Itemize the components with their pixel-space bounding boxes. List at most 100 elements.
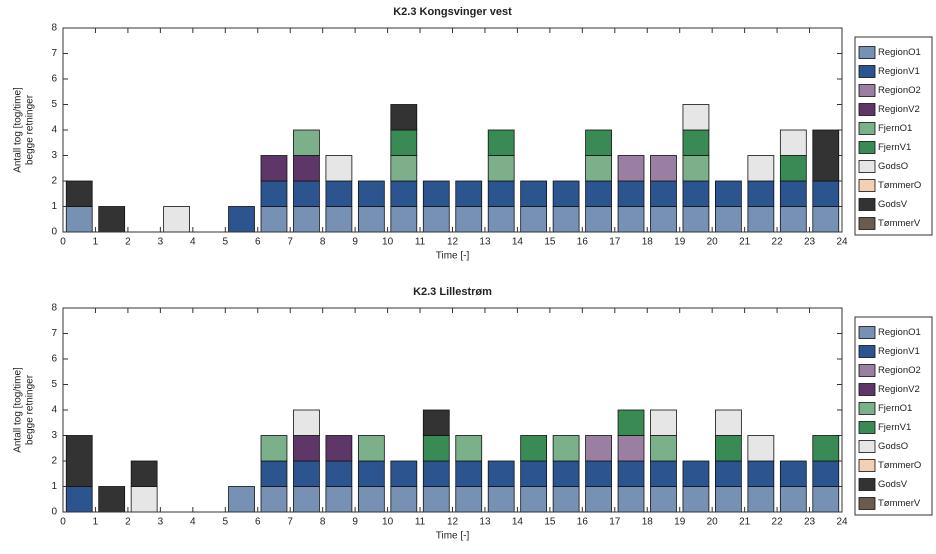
bar-segment [357, 180, 385, 207]
chart-title: K2.3 Kongsvinger vest [393, 6, 512, 18]
legend-label: GodsO [878, 441, 908, 452]
x-tick-label: 1 [93, 237, 99, 248]
x-tick-label: 20 [707, 517, 719, 528]
bar-segment [390, 180, 418, 207]
bar-segment [293, 155, 320, 182]
x-tick-label: 23 [804, 237, 816, 248]
x-tick-label: 20 [707, 237, 719, 248]
y-tick-label: 7 [51, 328, 57, 339]
legend-swatch [858, 122, 876, 135]
bar-segment [682, 486, 710, 513]
x-tick-label: 13 [479, 517, 491, 528]
legend-label: TømmerO [878, 460, 921, 471]
bar-segment [357, 435, 385, 462]
x-tick-label: 12 [447, 237, 459, 248]
bar-segment [779, 486, 807, 513]
bar-segment [812, 206, 840, 233]
bar-segment [98, 206, 126, 233]
bar-segment [747, 180, 775, 207]
bar-segment [812, 435, 840, 462]
bar-segment [715, 435, 742, 462]
bar-segment [715, 486, 742, 513]
bar-segment [682, 206, 710, 233]
bar-segment [650, 435, 677, 462]
bar-segment [487, 460, 515, 487]
bar-segment [293, 486, 320, 513]
bar-segment [585, 155, 612, 182]
bar-segment [390, 206, 418, 233]
legend-label: RegionO2 [878, 365, 921, 376]
bar-segment [715, 180, 742, 207]
x-tick-label: 9 [352, 237, 358, 248]
bar-segment [747, 155, 775, 182]
legend-label: GodsV [878, 199, 908, 210]
bar-segment [228, 486, 255, 513]
bar-segment [617, 155, 645, 182]
x-tick-label: 14 [512, 517, 524, 528]
legend-swatch [858, 103, 876, 116]
y-axis-label: Antall tog [tog/time] [13, 367, 24, 453]
bar-segment [422, 409, 450, 436]
x-tick-label: 24 [836, 517, 848, 528]
y-tick-label: 1 [51, 481, 57, 492]
bar-segment [585, 486, 612, 513]
bar-segment [422, 486, 450, 513]
bar-segment [130, 486, 158, 513]
bar-segment [812, 180, 840, 207]
bar-segment [65, 486, 93, 513]
x-tick-label: 18 [642, 517, 654, 528]
bar-segment [325, 180, 353, 207]
bar-segment [455, 206, 483, 233]
legend-swatch [858, 179, 876, 192]
x-tick-label: 5 [223, 237, 229, 248]
x-tick-label: 15 [544, 517, 556, 528]
y-tick-label: 4 [51, 405, 57, 416]
y-tick-label: 2 [51, 456, 57, 467]
x-tick-label: 0 [60, 237, 66, 248]
legend-label: FjernV1 [878, 422, 911, 433]
bar-segment [650, 206, 677, 233]
y-tick-label: 5 [51, 99, 57, 110]
x-tick-label: 7 [287, 517, 293, 528]
x-tick-label: 7 [287, 237, 293, 248]
bar-segment [552, 486, 580, 513]
bar-segment [325, 486, 353, 513]
legend-swatch [858, 478, 876, 491]
y-tick-label: 6 [51, 354, 57, 365]
x-axis-label: Time [-] [436, 531, 470, 542]
plot-area [63, 308, 842, 512]
legend-swatch [858, 402, 876, 415]
x-tick-label: 16 [577, 237, 589, 248]
y-tick-label: 8 [51, 303, 57, 314]
legend-label: RegionV1 [878, 66, 920, 77]
bar-segment [422, 435, 450, 462]
legend-swatch [858, 46, 876, 59]
legend-label: RegionO2 [878, 85, 921, 96]
x-tick-label: 1 [93, 517, 99, 528]
x-tick-label: 19 [674, 517, 686, 528]
bar-segment [650, 486, 677, 513]
bar-segment [617, 486, 645, 513]
bar-segment [422, 460, 450, 487]
y-tick-label: 0 [51, 227, 57, 238]
bar-segment [715, 206, 742, 233]
x-tick-label: 19 [674, 237, 686, 248]
x-tick-label: 23 [804, 517, 816, 528]
y-tick-label: 0 [51, 507, 57, 518]
y-tick-label: 3 [51, 150, 57, 161]
legend-label: FjernV1 [878, 142, 911, 153]
bar-segment [585, 180, 612, 207]
bar-segment [682, 129, 710, 156]
legend-swatch [858, 364, 876, 377]
bar-segment [617, 409, 645, 436]
y-tick-label: 6 [51, 74, 57, 85]
bar-segment [487, 486, 515, 513]
bar-segment [650, 155, 677, 182]
legend-label: FjernO1 [878, 123, 912, 134]
x-tick-label: 17 [609, 237, 621, 248]
legend-swatch [858, 345, 876, 358]
y-axis-label: begge retninger [25, 374, 36, 445]
legend-swatch [858, 440, 876, 453]
x-tick-label: 3 [158, 237, 164, 248]
bar-segment [163, 206, 190, 233]
